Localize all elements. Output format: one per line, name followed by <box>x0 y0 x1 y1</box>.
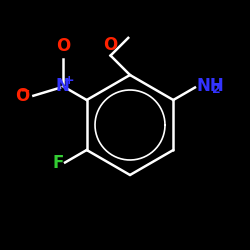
Text: O: O <box>56 37 70 55</box>
Text: +: + <box>64 74 74 87</box>
Text: O: O <box>104 36 118 54</box>
Text: −: − <box>20 84 30 97</box>
Text: O: O <box>15 87 29 105</box>
Text: 2: 2 <box>212 83 220 96</box>
Text: NH: NH <box>196 77 224 95</box>
Text: N: N <box>56 77 70 95</box>
Text: F: F <box>52 154 64 172</box>
